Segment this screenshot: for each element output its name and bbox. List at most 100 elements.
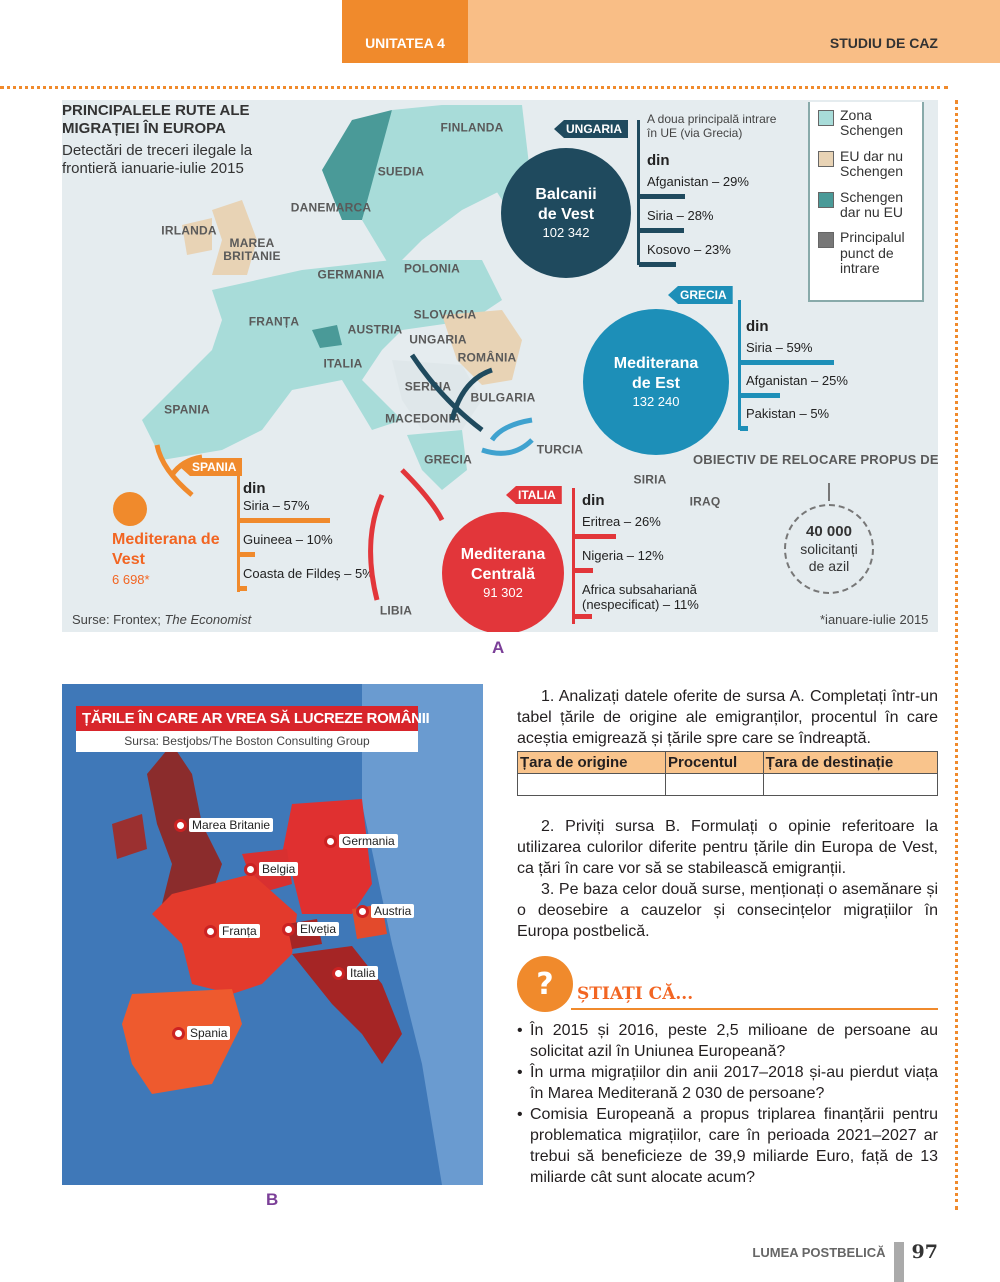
origin-stat: Siria – 57% (243, 498, 310, 513)
percentage-bar (639, 262, 676, 267)
country-label: Franța (219, 924, 260, 938)
country-label: Austria (371, 904, 415, 918)
country-label: TURCIA (536, 442, 584, 457)
west-from: din (243, 480, 266, 497)
table-cell[interactable] (516, 773, 667, 796)
balkans-from: din (647, 152, 670, 169)
percentage-bar (239, 552, 255, 557)
right-column: 1. Analizați datele oferite de sursa A. … (516, 686, 939, 1188)
legend-label: Zona Schengen (840, 107, 904, 139)
percentage-bar (574, 568, 594, 573)
table-header: Țara de destinație (762, 751, 939, 774)
origin-stat: Coasta de Fildeș – 5% (243, 566, 374, 581)
map-pin-icon (282, 922, 295, 936)
country-label: SIRIA (633, 472, 667, 487)
origin-stat: Afganistan – 29% (647, 174, 749, 189)
map-legend: Zona Schengen EU dar nu Schengen Schengen … (808, 102, 924, 302)
route-circle-balkans: Balcanii de Vest 102 342 (501, 148, 631, 278)
map-source: Surse: Frontex; The Economist (72, 612, 252, 627)
origin-stat: Siria – 59% (746, 340, 813, 355)
did-you-know-rule (571, 1008, 938, 1010)
country-label: Marea Britanie (189, 818, 274, 832)
map-title-block: PRINCIPALELE RUTE ALE MIGRAȚIEI ÎN EUROP… (62, 102, 302, 178)
origin-stat: Africa subsahariană (nespecificat) – 11% (582, 582, 699, 612)
country-pin: Marea Britanie (174, 818, 274, 832)
preferred-countries-map: ȚĂRILE ÎN CARE AR VREA SĂ LUCREZE ROMÂNI… (62, 684, 483, 1185)
map-pin-icon (172, 1026, 185, 1040)
route-circle-west (113, 492, 147, 526)
country-pin: Franța (204, 924, 260, 938)
legend-swatch (818, 232, 834, 249)
did-you-know-header: ? ȘTIAȚI CĂ... (517, 956, 938, 1012)
route-count: 6 698* (112, 572, 150, 587)
legend-item: Principalul punct de intrare (818, 230, 914, 276)
legend-swatch (818, 110, 834, 126)
section-label: STUDIU DE CAZ (468, 0, 1000, 63)
dotted-divider (0, 86, 948, 89)
map-pin-icon (332, 966, 345, 980)
origin-stat: Siria – 28% (647, 208, 714, 223)
origin-stat: Nigeria – 12% (582, 548, 664, 563)
fact-item: Comisia Europeană a propus triplarea fin… (517, 1104, 938, 1188)
country-pin: Germania (324, 834, 398, 848)
entry-tag-ungaria: UNGARIA (554, 120, 628, 138)
percentage-bar (574, 534, 616, 539)
table-cell[interactable] (665, 773, 764, 796)
percentage-bar (740, 393, 780, 398)
country-pin: Spania (172, 1026, 231, 1040)
percentage-bar (574, 614, 592, 619)
route-bracket (637, 120, 640, 265)
country-label: ROMÂNIA (457, 350, 517, 365)
question-3: 3. Pe baza celor două surse, menționați … (517, 881, 938, 940)
route-count: 102 342 (542, 224, 590, 240)
origin-stat: Kosovo – 23% (647, 242, 731, 257)
map-b-title: ȚĂRILE ÎN CARE AR VREA SĂ LUCREZE ROMÂNI… (76, 706, 430, 731)
map-pin-icon (356, 904, 369, 918)
table-header: Procentul (665, 751, 764, 774)
country-pin: Elveția (282, 922, 340, 936)
country-label: ITALIA (323, 356, 363, 371)
country-label: FINLANDA (440, 120, 504, 135)
route-name: Mediterana de Vest (112, 531, 220, 568)
page-footer: LUMEA POSTBELICĂ 97 (752, 1222, 938, 1282)
page-marker-icon (893, 1242, 904, 1282)
route-count: 132 240 (632, 393, 680, 409)
relocation-circle: 40 000 solicitanți de azil (784, 504, 874, 594)
entry-tag-grecia: GRECIA (668, 286, 733, 304)
map-pin-icon (244, 862, 257, 876)
relocation-title: OBIECTIV DE RELOCARE PROPUS DE EU (692, 451, 938, 467)
origin-stat: Guineea – 10% (243, 532, 333, 547)
map-footnote: *ianuare-iulie 2015 (820, 612, 929, 627)
page-number: 97 (911, 1241, 938, 1263)
country-pin: Italia (332, 966, 379, 980)
route-name: Balcanii de Vest (535, 185, 597, 223)
relocation-value: 40 000 (806, 522, 852, 540)
relocation-connector (828, 483, 830, 501)
percentage-bar (740, 360, 835, 365)
table-cell[interactable] (762, 773, 939, 796)
east-from: din (746, 318, 769, 335)
country-label: MACEDONIA (385, 411, 461, 426)
lightbulb-question-icon: ? (517, 956, 573, 1012)
legend-label: EU dar nu Schengen (840, 147, 904, 180)
country-label: GRECIA (424, 452, 472, 467)
route-name: Mediterana Centrală (460, 545, 546, 583)
legend-item: Schengen dar nu EU (818, 188, 914, 221)
country-pin: Austria (356, 904, 415, 918)
answer-table: Țara de origine Procentul Țara de destinaț… (516, 751, 939, 796)
book-title: LUMEA POSTBELICĂ (752, 1244, 886, 1260)
legend-label: Schengen dar nu EU (840, 188, 904, 220)
fact-item: În urma migrațiilor din anii 2017–2018 ș… (517, 1062, 938, 1104)
route-bracket (572, 488, 575, 624)
map-subtitle: Detectări de treceri ilegale la frontier… (62, 142, 253, 177)
did-you-know-title: ȘTIAȚI CĂ... (577, 984, 694, 1004)
migration-routes-map: PRINCIPALELE RUTE ALE MIGRAȚIEI ÎN EUROP… (62, 100, 938, 632)
map-b-source: Sursa: Bestjobs/The Boston Consulting Gr… (124, 734, 370, 748)
country-label: SLOVACIA (413, 307, 477, 322)
country-label: Germania (339, 834, 398, 848)
percentage-bar (740, 426, 748, 431)
did-you-know-list: În 2015 și 2016, peste 2,5 milioane de p… (517, 1020, 938, 1188)
origin-stat: Pakistan – 5% (746, 406, 830, 421)
country-label: GERMANIA (317, 267, 385, 282)
country-label: BULGARIA (470, 390, 536, 405)
